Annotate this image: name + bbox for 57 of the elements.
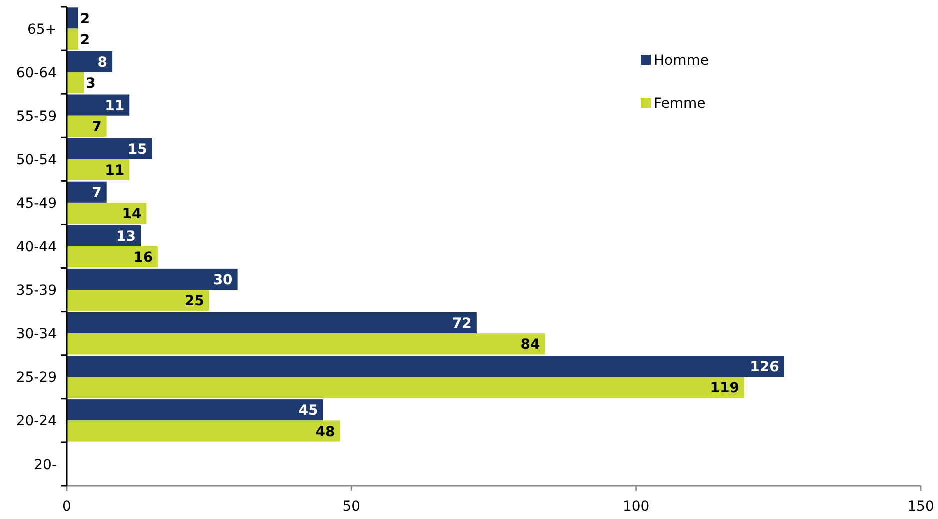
bar: [67, 51, 113, 72]
y-tick-label: 45-49: [16, 196, 57, 212]
y-tick-label: 20-24: [16, 414, 58, 430]
y-tick-label: 50-54: [16, 152, 58, 168]
data-label: 126: [750, 360, 780, 376]
data-label: 16: [134, 250, 154, 266]
bar: [67, 116, 107, 137]
bar: [67, 182, 107, 203]
data-label: 84: [520, 337, 540, 354]
data-label: 72: [452, 316, 472, 332]
y-tick-label: 40-44: [16, 240, 58, 256]
data-label: 30: [213, 272, 234, 289]
data-label: 2: [80, 32, 90, 48]
x-tick-label: 100: [622, 499, 650, 515]
bar: [67, 72, 84, 94]
bar: [67, 159, 130, 181]
y-tick-label: 25-29: [16, 370, 57, 386]
bar: [67, 356, 784, 378]
legend-label: Homme: [654, 53, 709, 70]
data-label: 11: [105, 98, 125, 114]
bar: [67, 334, 546, 355]
bar: [67, 400, 324, 421]
x-tick-label: 50: [342, 499, 361, 515]
bar: [67, 225, 142, 246]
data-label: 11: [105, 163, 125, 180]
data-label: 7: [92, 119, 102, 136]
x-tick-label: 150: [908, 499, 934, 515]
y-tick-label: 35-39: [16, 283, 57, 300]
bar: [67, 268, 238, 290]
bar: [67, 290, 210, 312]
y-tick-label: 20-: [34, 457, 57, 474]
data-label: 15: [128, 142, 148, 158]
data-label: 2: [80, 11, 90, 28]
bar: [67, 8, 78, 29]
data-label: 48: [316, 424, 336, 440]
bar: [67, 246, 158, 268]
data-label: 13: [116, 228, 136, 245]
bar: [67, 420, 340, 442]
data-label: 3: [86, 76, 96, 92]
bar: [67, 138, 152, 160]
bar: [67, 312, 477, 334]
y-tick-label: 60-64: [16, 65, 58, 82]
data-label: 25: [184, 294, 204, 310]
data-label: 8: [98, 54, 108, 71]
x-tick-label: 0: [62, 499, 72, 515]
bar: [67, 377, 745, 398]
legend-label: Femme: [654, 96, 706, 112]
y-tick-label: 30-34: [16, 326, 58, 343]
bar: [67, 94, 130, 116]
bar: [67, 28, 78, 50]
bar: [67, 202, 147, 224]
data-label: 14: [122, 206, 142, 223]
y-tick-label: 65+: [27, 22, 57, 38]
data-label: 119: [710, 380, 740, 397]
y-tick-label: 55-59: [16, 108, 57, 125]
data-label: 7: [92, 185, 102, 202]
data-label: 45: [298, 403, 318, 420]
